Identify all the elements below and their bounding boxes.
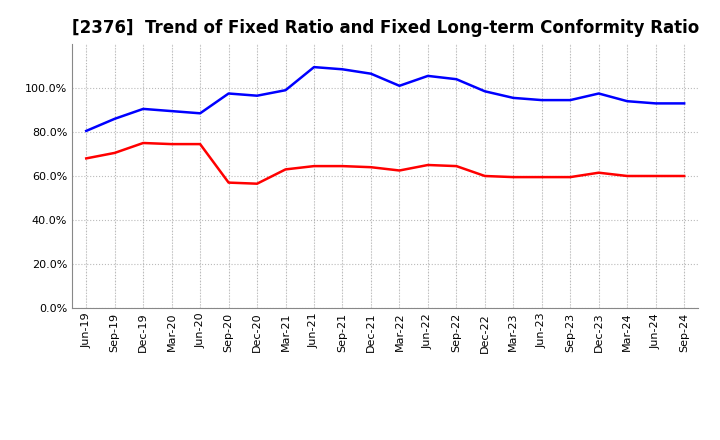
Fixed Long-term Conformity Ratio bbox=[623, 173, 631, 179]
Fixed Long-term Conformity Ratio bbox=[110, 150, 119, 156]
Fixed Long-term Conformity Ratio bbox=[310, 163, 318, 169]
Fixed Ratio bbox=[82, 128, 91, 134]
Fixed Long-term Conformity Ratio bbox=[338, 163, 347, 169]
Fixed Ratio bbox=[566, 97, 575, 103]
Fixed Ratio bbox=[680, 101, 688, 106]
Fixed Long-term Conformity Ratio bbox=[196, 141, 204, 147]
Fixed Long-term Conformity Ratio bbox=[680, 173, 688, 179]
Fixed Long-term Conformity Ratio bbox=[509, 174, 518, 180]
Fixed Long-term Conformity Ratio bbox=[225, 180, 233, 185]
Line: Fixed Long-term Conformity Ratio: Fixed Long-term Conformity Ratio bbox=[86, 143, 684, 183]
Title: [2376]  Trend of Fixed Ratio and Fixed Long-term Conformity Ratio: [2376] Trend of Fixed Ratio and Fixed Lo… bbox=[71, 19, 699, 37]
Fixed Long-term Conformity Ratio bbox=[282, 167, 290, 172]
Fixed Ratio bbox=[139, 106, 148, 111]
Fixed Long-term Conformity Ratio bbox=[139, 140, 148, 146]
Fixed Long-term Conformity Ratio bbox=[423, 162, 432, 168]
Fixed Long-term Conformity Ratio bbox=[480, 173, 489, 179]
Fixed Long-term Conformity Ratio bbox=[395, 168, 404, 173]
Fixed Long-term Conformity Ratio bbox=[82, 156, 91, 161]
Fixed Ratio bbox=[110, 116, 119, 121]
Fixed Long-term Conformity Ratio bbox=[452, 163, 461, 169]
Fixed Long-term Conformity Ratio bbox=[566, 174, 575, 180]
Fixed Long-term Conformity Ratio bbox=[537, 174, 546, 180]
Fixed Long-term Conformity Ratio bbox=[167, 141, 176, 147]
Fixed Ratio bbox=[282, 88, 290, 93]
Fixed Ratio bbox=[452, 77, 461, 82]
Fixed Ratio bbox=[225, 91, 233, 96]
Fixed Ratio bbox=[395, 83, 404, 88]
Fixed Long-term Conformity Ratio bbox=[366, 165, 375, 170]
Fixed Ratio bbox=[253, 93, 261, 98]
Fixed Ratio bbox=[366, 71, 375, 76]
Fixed Ratio bbox=[509, 95, 518, 101]
Fixed Ratio bbox=[196, 110, 204, 116]
Fixed Ratio bbox=[310, 64, 318, 70]
Fixed Long-term Conformity Ratio bbox=[595, 170, 603, 175]
Fixed Long-term Conformity Ratio bbox=[652, 173, 660, 179]
Fixed Ratio bbox=[623, 99, 631, 104]
Fixed Ratio bbox=[595, 91, 603, 96]
Fixed Ratio bbox=[423, 73, 432, 78]
Fixed Ratio bbox=[652, 101, 660, 106]
Fixed Ratio bbox=[480, 88, 489, 94]
Fixed Ratio bbox=[167, 108, 176, 114]
Fixed Long-term Conformity Ratio bbox=[253, 181, 261, 186]
Fixed Ratio bbox=[338, 66, 347, 72]
Line: Fixed Ratio: Fixed Ratio bbox=[86, 67, 684, 131]
Fixed Ratio bbox=[537, 97, 546, 103]
